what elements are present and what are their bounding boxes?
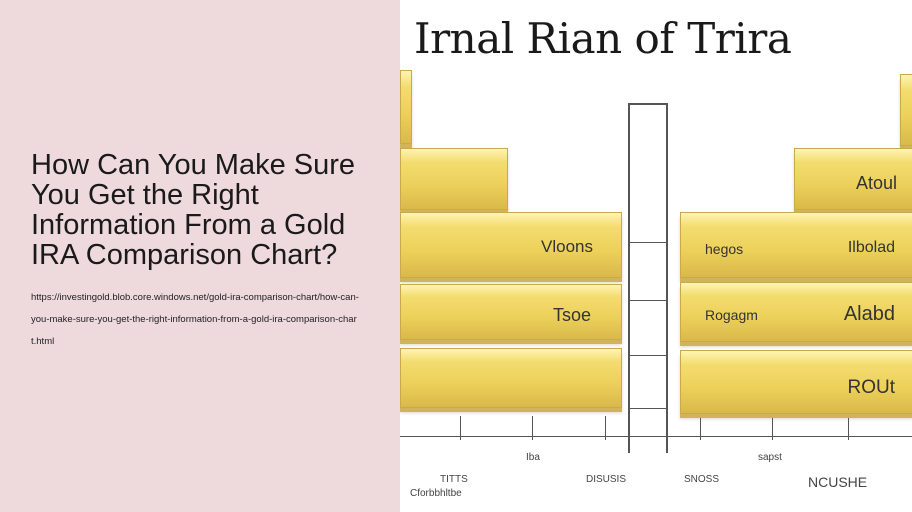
gold-bar: Atoul xyxy=(794,148,912,210)
gold-bar: ROUt xyxy=(680,350,912,414)
axis-label: SNOSS xyxy=(684,474,720,485)
axis-label: NCUSHE xyxy=(808,474,868,490)
gold-bar: Vloons xyxy=(400,212,622,278)
gold-bar: Rogagm Alabd xyxy=(680,282,912,342)
left-text-panel: How Can You Make Sure You Get the Right … xyxy=(0,0,400,512)
tick xyxy=(772,416,773,440)
headline: How Can You Make Sure You Get the Right … xyxy=(31,149,356,271)
center-tower-left xyxy=(628,103,630,453)
center-tower-rung xyxy=(628,355,668,356)
axis-label: sapst xyxy=(758,452,782,463)
bar-label: Atoul xyxy=(855,173,897,193)
bar-label: Vloons xyxy=(541,237,593,256)
gold-ira-chart-image: Irnal Rian of Trira Vloons Tsoe Atoul he… xyxy=(400,0,912,512)
axis-label: TITTS xyxy=(440,474,468,485)
bar-label: Alabd xyxy=(843,303,895,325)
gold-bar xyxy=(400,70,412,144)
axis-label: Iba xyxy=(526,452,540,463)
gold-bar xyxy=(900,74,912,146)
image-title: Irnal Rian of Trira xyxy=(414,14,792,63)
gold-bar xyxy=(400,348,622,408)
axis-label: DISUSIS xyxy=(586,474,627,485)
tick xyxy=(848,416,849,440)
tick xyxy=(532,416,533,440)
tick xyxy=(700,416,701,440)
tick xyxy=(605,416,606,440)
gold-bar xyxy=(400,148,508,210)
source-url-link[interactable]: https://investingold.blob.core.windows.n… xyxy=(31,292,359,347)
center-tower-rung xyxy=(628,408,668,409)
gold-bar: Tsoe xyxy=(400,284,622,340)
center-tower-rung xyxy=(628,300,668,301)
center-tower-right xyxy=(666,103,668,453)
center-tower-top xyxy=(628,103,668,105)
tick xyxy=(460,416,461,440)
center-tower-rung xyxy=(628,242,668,243)
bar-label: Rogagm xyxy=(705,307,758,323)
baseline xyxy=(400,436,912,437)
bar-label: Ilbolad xyxy=(847,239,895,256)
axis-label: Cforbbhltbe xyxy=(410,488,462,499)
bar-label: hegos xyxy=(705,241,744,257)
gold-bar: hegos Ilbolad xyxy=(680,212,912,278)
bar-label: ROUt xyxy=(847,377,896,398)
bar-label: Tsoe xyxy=(552,305,591,325)
